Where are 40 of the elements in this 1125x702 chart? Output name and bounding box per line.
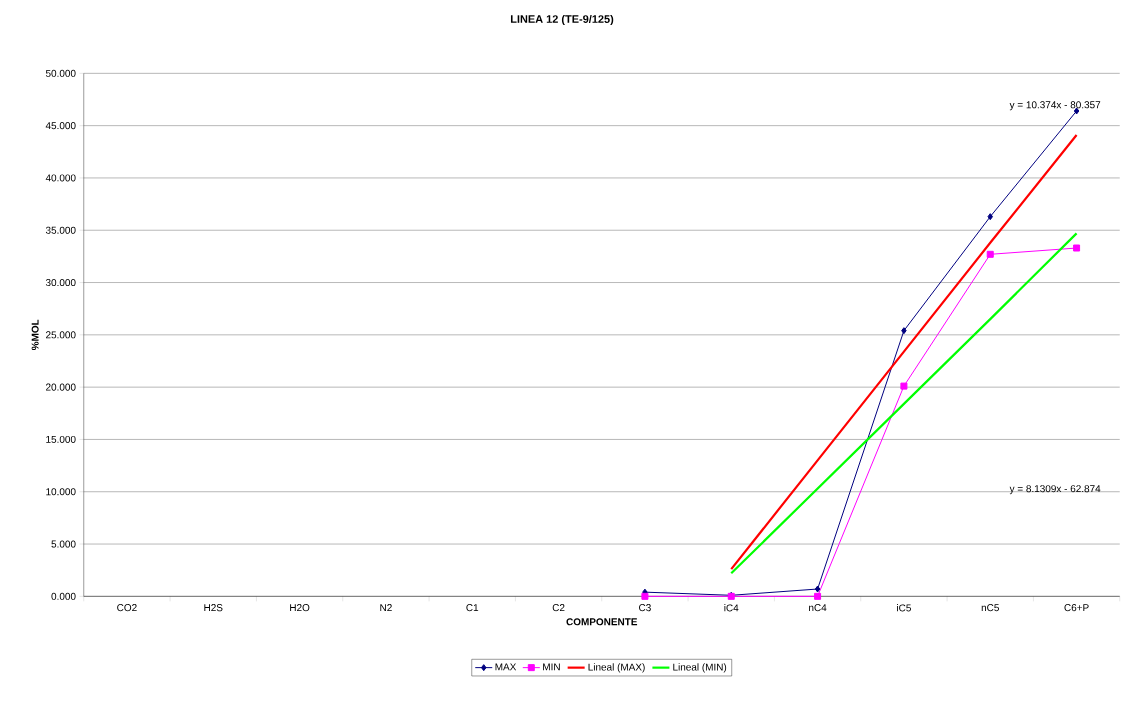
legend-label: Lineal (MIN): [673, 663, 727, 673]
point: [987, 213, 993, 221]
y-tick-label: 45.000: [45, 122, 76, 130]
legend-label: Lineal (MAX): [588, 663, 645, 673]
x-tick-label: iC5: [897, 604, 911, 612]
y-tick-label: 40.000: [45, 174, 76, 182]
x-tick-label: C6+P: [1064, 604, 1089, 612]
point: [986, 250, 994, 258]
point: [641, 592, 649, 600]
x-tick-label: nC5: [981, 604, 999, 612]
y-tick-label: 10.000: [46, 488, 76, 496]
legend-label: MAX: [495, 663, 517, 671]
x-tick-label: C2: [552, 604, 565, 612]
x-tick-label: H2S: [204, 604, 223, 612]
point: [1073, 244, 1081, 252]
x-tick-label: N2: [380, 604, 392, 612]
y-tick-label: 5.000: [51, 540, 76, 548]
x-tick-label: iC4: [724, 604, 739, 612]
point: [814, 592, 822, 600]
x-tick-label: CO2: [117, 604, 137, 612]
annotation: y = 10.374x - 80.357: [1009, 101, 1101, 111]
point: [814, 585, 821, 593]
chart-title: LINEA 12 (TE-9/125): [510, 14, 614, 26]
legend-label: MIN: [543, 663, 560, 671]
y-tick-label: 20.000: [46, 383, 76, 391]
y-tick-label: 0.000: [51, 592, 76, 600]
x-tick-label: H2O: [290, 604, 310, 612]
x-tick-label: C1: [466, 604, 479, 612]
x-tick-label: C3: [639, 604, 651, 612]
point: [901, 327, 907, 335]
y-tick-label: 50.000: [45, 69, 76, 77]
y-tick-label: 30.000: [45, 279, 76, 287]
annotation: y = 8.1309x - 62.874: [1009, 485, 1101, 495]
y-tick-label: 25.000: [46, 331, 76, 339]
x-tick-label: nC4: [809, 604, 827, 612]
y-axis-title: %MOL: [31, 319, 39, 351]
point: [900, 382, 908, 390]
y-tick-label: 35.000: [45, 226, 76, 234]
x-axis-title: COMPONENTE: [566, 618, 638, 626]
y-tick-label: 15.000: [46, 435, 76, 443]
